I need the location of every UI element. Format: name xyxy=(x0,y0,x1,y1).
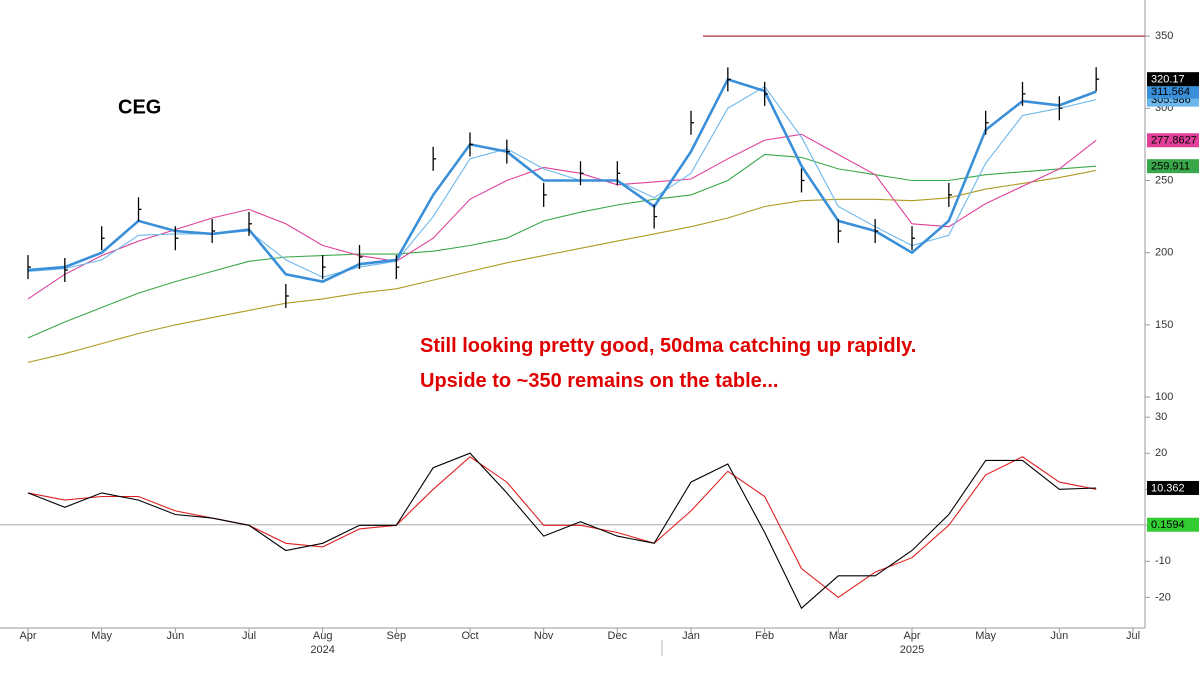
value-tag: 311.564 xyxy=(1147,84,1199,99)
x-tick-label: Apr xyxy=(19,630,36,642)
y-tick-label: 100 xyxy=(1155,391,1173,403)
price-bar xyxy=(948,182,952,207)
y-tick-label: 150 xyxy=(1155,319,1173,331)
x-tick-label: Feb xyxy=(755,630,774,642)
value-tag-box xyxy=(1147,480,1199,495)
value-tag: 10.362 xyxy=(1147,480,1199,495)
x-tick-label: Jun xyxy=(166,630,184,642)
price-bar xyxy=(248,211,252,236)
price-bar xyxy=(101,226,105,251)
price-bar xyxy=(432,146,437,171)
value-tag-label: 311.564 xyxy=(1151,86,1190,98)
annotation: Upside to ~350 remains on the table... xyxy=(420,370,778,392)
x-tick-label: Nov xyxy=(534,630,554,642)
value-tag-box xyxy=(1147,133,1199,148)
value-tag-label: 259.911 xyxy=(1151,161,1190,173)
y-tick-label: 20 xyxy=(1155,447,1167,459)
y-tick-label: 200 xyxy=(1155,247,1173,259)
price-bar xyxy=(27,255,31,280)
value-tag-label: 0.1594 xyxy=(1151,519,1185,531)
value-tag-label: 320.17 xyxy=(1151,74,1185,86)
x-tick-label: May xyxy=(91,630,112,642)
x-tick-label: Oct xyxy=(461,630,478,642)
price-bar xyxy=(64,258,68,282)
value-tag: 0.1594 xyxy=(1147,517,1199,532)
price-bar xyxy=(211,219,216,244)
price-bar xyxy=(543,182,547,207)
series-line xyxy=(27,452,1097,610)
value-tag-box xyxy=(1147,517,1199,532)
value-tag-label: 10.362 xyxy=(1151,482,1185,494)
price-bar xyxy=(764,81,768,106)
price-bar xyxy=(616,161,621,186)
value-tag-box xyxy=(1147,84,1199,99)
y-tick-label: -10 xyxy=(1155,555,1171,567)
x-tick-label: Dec xyxy=(608,630,628,642)
x-tick-label: Apr xyxy=(903,630,920,642)
price-bar xyxy=(469,132,473,157)
y-tick-label: 250 xyxy=(1155,174,1173,186)
annotation: Still looking pretty good, 50dma catchin… xyxy=(420,335,916,357)
x-tick-label: May xyxy=(975,630,996,642)
series-line xyxy=(27,456,1097,599)
y-tick-label: -20 xyxy=(1155,591,1171,603)
price-bar xyxy=(1058,96,1063,121)
series-line xyxy=(27,153,1097,339)
value-tag-label: 277.8627 xyxy=(1151,135,1197,147)
price-bar xyxy=(174,226,179,251)
x-tick-label: Jan xyxy=(682,630,700,642)
price-bar xyxy=(285,283,289,308)
price-bar xyxy=(690,110,694,135)
price-bar xyxy=(358,245,363,270)
price-bar xyxy=(985,110,989,135)
series-line xyxy=(27,169,1097,363)
series-line xyxy=(27,77,1097,283)
x-tick-label: Jun xyxy=(1050,630,1068,642)
y-tick-label: 350 xyxy=(1155,30,1173,42)
price-bar xyxy=(506,139,510,164)
price-bar xyxy=(727,67,731,92)
price-bar xyxy=(1021,81,1026,106)
x-tick-label: Sep xyxy=(387,630,407,642)
price-bar xyxy=(322,255,326,280)
year-label: 2025 xyxy=(900,644,924,656)
price-bar xyxy=(137,197,142,222)
year-label: 2024 xyxy=(310,644,334,656)
value-tag: 277.8627 xyxy=(1147,133,1199,148)
price-bar xyxy=(911,226,915,251)
value-tag: 259.911 xyxy=(1147,159,1199,174)
x-tick-label: Mar xyxy=(829,630,848,642)
price-bar xyxy=(800,168,805,193)
chart-title: CEG xyxy=(118,96,161,118)
value-tag-box xyxy=(1147,72,1199,87)
series-line xyxy=(27,133,1097,300)
price-bar xyxy=(837,219,842,244)
price-bar xyxy=(395,255,400,280)
value-tag: 320.17 xyxy=(1147,72,1199,87)
price-bar xyxy=(653,204,658,229)
price-bar xyxy=(1095,67,1100,92)
series-line xyxy=(27,85,1097,278)
x-tick-label: Jul xyxy=(1126,630,1140,642)
price-bar xyxy=(579,161,584,186)
x-tick-label: Aug xyxy=(313,630,333,642)
y-tick-label: 30 xyxy=(1155,411,1167,423)
x-tick-label: Jul xyxy=(242,630,256,642)
price-bar xyxy=(874,219,879,244)
value-tag-box xyxy=(1147,159,1199,174)
